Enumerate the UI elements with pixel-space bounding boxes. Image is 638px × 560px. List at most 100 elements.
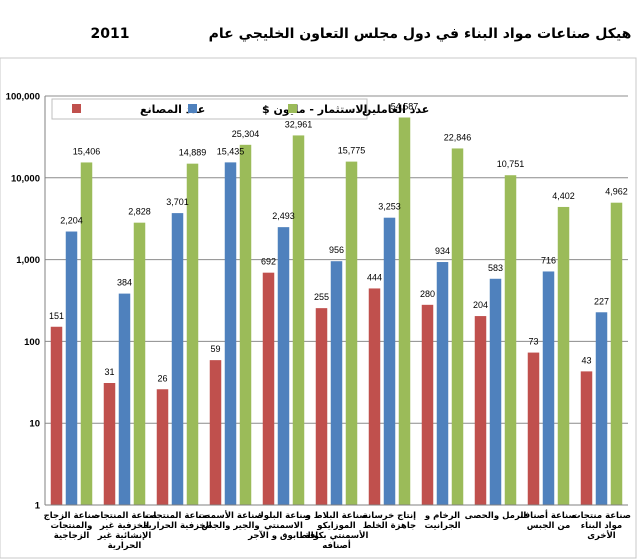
- data-label: 32,961: [285, 119, 313, 129]
- bar: [65, 231, 78, 505]
- data-label: 59: [210, 344, 220, 354]
- bar: [171, 213, 184, 505]
- data-label: 934: [435, 246, 450, 256]
- bar: [595, 312, 608, 505]
- bar: [489, 278, 502, 505]
- x-tick-label: صناعة المنتجات: [145, 511, 210, 521]
- x-tick-label: الجرانيت: [424, 521, 460, 531]
- x-tick-label: الرخام و: [424, 511, 460, 521]
- bar: [118, 293, 131, 505]
- data-label: 2,204: [60, 216, 83, 226]
- data-label: 4,962: [605, 187, 628, 197]
- x-tick-label: الخزفية غير: [99, 521, 149, 531]
- x-tick-label: والمنتجات: [51, 521, 93, 531]
- x-tick-label: الأسمنتي بكافة: [305, 530, 369, 541]
- bar: [224, 162, 237, 505]
- bar: [133, 222, 146, 505]
- bar: [580, 371, 593, 505]
- data-label: 151: [49, 311, 64, 321]
- data-label: 255: [314, 292, 329, 302]
- data-label: 692: [261, 257, 276, 267]
- chart-title: هيكل صناعات مواد البناء في دول مجلس التع…: [209, 26, 632, 42]
- legend-swatch: [188, 104, 197, 113]
- bar: [277, 227, 290, 505]
- bar: [103, 383, 116, 505]
- data-label: 15,775: [338, 146, 366, 156]
- x-tick-label: الخزفية الحرارية: [143, 521, 211, 531]
- data-label: 583: [488, 263, 503, 273]
- chart-title-year: 2011: [91, 26, 130, 42]
- legend-swatch: [72, 104, 81, 113]
- bars: [50, 117, 623, 506]
- y-tick-label: 10: [29, 419, 40, 430]
- x-tick-label: الحرارية: [108, 541, 142, 551]
- data-label: 43: [581, 355, 591, 365]
- x-tick-label: صناعة أصناف: [520, 509, 576, 521]
- bar: [421, 304, 434, 505]
- x-tick-label: الموزايكو: [316, 521, 355, 531]
- data-label: 10,751: [497, 159, 525, 169]
- x-tick-label: الرمل والحصى: [465, 511, 527, 521]
- data-label: 2,828: [128, 207, 151, 217]
- data-label: 444: [367, 272, 382, 282]
- bar: [345, 161, 358, 505]
- data-label: 3,253: [378, 202, 401, 212]
- x-tick-label: والطابوق و الآجر: [247, 530, 319, 541]
- y-tick-label: 100: [24, 337, 40, 348]
- bar: [527, 352, 540, 505]
- legend-label: عدد العاملين: [362, 103, 429, 116]
- data-label: 73: [528, 337, 538, 347]
- y-tick-label: 100,000: [6, 92, 40, 103]
- x-tick-label: صناعة البلاط و: [305, 511, 368, 521]
- bar: [436, 262, 449, 505]
- bar: [186, 163, 199, 505]
- data-label: 956: [329, 245, 344, 255]
- bar: [80, 162, 93, 505]
- x-tick-label: صناعة البلوك: [256, 511, 311, 521]
- data-label: 3,701: [166, 197, 189, 207]
- bar: [451, 148, 464, 505]
- bar: [557, 206, 570, 505]
- x-tick-label: أصنافه: [322, 539, 351, 551]
- legend-swatch: [288, 104, 297, 113]
- x-tick-label: الأخرى: [587, 530, 616, 541]
- data-label: 384: [117, 278, 132, 288]
- x-tick-label: صناعة الأسمنت: [198, 510, 263, 521]
- chart-frame: [0, 57, 637, 559]
- bar: [50, 326, 63, 505]
- data-label: 25,304: [232, 129, 260, 139]
- data-labels: 151 2,204 15,406 31 384 2,828 26 3,701 14,889 59 1…: [49, 102, 628, 384]
- bar: [315, 308, 328, 505]
- legend: عدد المصانع الاستثمار - مليون $عدد العامل…: [51, 98, 429, 120]
- x-tick-label: صناعة الزجاج: [44, 511, 100, 521]
- x-tick-label: الإنشائية غير: [97, 531, 152, 541]
- x-tick-label: إنتاج خرسانة: [363, 511, 416, 521]
- data-label: 4,402: [552, 191, 575, 201]
- data-label: 26: [157, 373, 167, 383]
- bar: [239, 144, 252, 505]
- x-tick-label: مواد البناء: [581, 521, 622, 531]
- x-tick-label: من الجبس: [527, 521, 571, 531]
- bar: [262, 272, 275, 505]
- y-tick-label: 10,000: [11, 173, 40, 184]
- bar: [209, 360, 222, 505]
- data-label: 15,435: [217, 146, 245, 156]
- data-label: 31: [104, 367, 114, 377]
- y-tick-label: 1: [35, 501, 41, 512]
- data-label: 227: [594, 296, 609, 306]
- axes: 1 10 100 1,000 10,000 100,000 صناعة الزجاجوالم…: [6, 92, 631, 552]
- data-label: 14,889: [179, 148, 207, 158]
- bar: [383, 217, 396, 505]
- data-label: 204: [473, 300, 488, 310]
- data-label: 22,846: [444, 132, 472, 142]
- x-tick-label: صناعة المنتجات: [92, 511, 157, 521]
- bar: [474, 316, 487, 505]
- bar: [368, 288, 381, 505]
- x-tick-label: جاهزة الخلط: [363, 521, 416, 531]
- bar: [398, 117, 411, 505]
- x-tick-label: صناعة منتجات: [572, 511, 631, 521]
- bar: [504, 175, 517, 505]
- bar: [610, 202, 623, 505]
- bar: [542, 271, 555, 505]
